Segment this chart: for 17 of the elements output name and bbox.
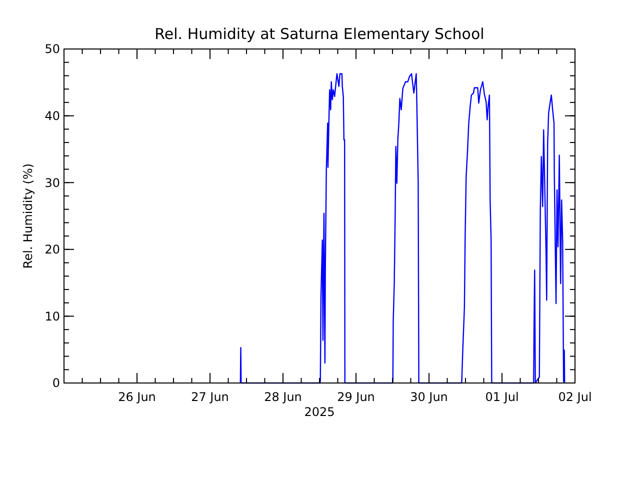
x-tick-label: 28 Jun bbox=[264, 390, 302, 404]
x-tick-label: 01 Jul bbox=[485, 390, 519, 404]
line-series bbox=[240, 73, 566, 384]
y-tick-label: 10 bbox=[44, 309, 60, 324]
y-tick-label: 40 bbox=[44, 109, 60, 123]
y-tick-label: 0 bbox=[52, 376, 60, 390]
x-tick-label: 30 Jun bbox=[410, 390, 448, 404]
x-tick-label: 02 Jul bbox=[558, 390, 592, 404]
x-axis-title: 2025 bbox=[304, 405, 335, 419]
y-tick-label: 50 bbox=[44, 42, 60, 56]
y-axis-title: Rel. Humidity (%) bbox=[21, 163, 35, 269]
x-tick-label: 29 Jun bbox=[337, 390, 375, 404]
chart-title: Rel. Humidity at Saturna Elementary School bbox=[154, 25, 484, 43]
x-tick-label: 27 Jun bbox=[191, 390, 229, 404]
y-tick-label: 30 bbox=[44, 176, 60, 190]
y-tick-label: 20 bbox=[44, 242, 60, 257]
x-tick-label: 26 Jun bbox=[118, 390, 156, 404]
